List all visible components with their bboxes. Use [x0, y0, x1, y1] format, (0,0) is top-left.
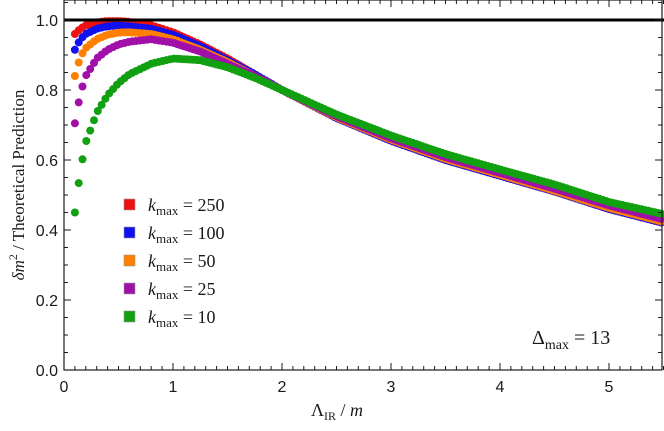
axis-ticks: 0 1 2 3 4 5 0.0 0.2 0.4 0.6 0.8 1.0 — [36, 0, 664, 396]
x-tick-label: 2 — [278, 379, 287, 396]
x-axis-label: ΛIR / m — [311, 400, 363, 423]
x-tick-label: 5 — [605, 379, 614, 396]
legend-item: kmax = 25 — [123, 279, 216, 302]
x-tick-label: 3 — [387, 379, 396, 396]
data-series-layer — [70, 17, 664, 227]
y-tick-label: 1.0 — [36, 13, 58, 30]
legend-label: kmax = 25 — [148, 279, 216, 302]
delta-max-annotation: Δmax = 13 — [532, 327, 610, 353]
legend-swatch — [123, 198, 136, 211]
y-tick-label: 0.0 — [36, 363, 58, 380]
x-tick-label: 4 — [496, 379, 505, 396]
legend-swatch — [123, 226, 136, 239]
legend-label: kmax = 250 — [148, 195, 225, 218]
x-tick-label: 0 — [60, 379, 69, 396]
y-tick-label: 0.8 — [36, 83, 58, 100]
y-axis-title: δm2 / Theoretical Prediction — [6, 89, 28, 280]
y-tick-label: 0.6 — [36, 153, 58, 170]
series-10 — [70, 54, 664, 218]
legend-swatch — [123, 282, 136, 295]
legend-item: kmax = 100 — [123, 223, 225, 246]
y-tick-label: 0.2 — [36, 293, 58, 310]
legend: kmax = 250 kmax = 100 kmax = 50 kmax = 25 km… — [123, 195, 225, 330]
legend-swatch — [123, 254, 136, 267]
legend-item: kmax = 50 — [123, 251, 216, 274]
plot-frame — [63, 0, 663, 371]
x-tick-label: 1 — [169, 379, 178, 396]
x-axis-title: ΛIR / m — [311, 400, 363, 423]
legend-item: kmax = 250 — [123, 195, 225, 218]
legend-label: kmax = 50 — [148, 251, 216, 274]
legend-label: kmax = 10 — [148, 307, 216, 330]
y-tick-label: 0.4 — [36, 223, 58, 240]
legend-item: kmax = 10 — [123, 307, 216, 330]
legend-label: kmax = 100 — [148, 223, 225, 246]
y-axis-label: δm2 / Theoretical Prediction — [6, 89, 28, 280]
legend-swatch — [123, 310, 136, 323]
